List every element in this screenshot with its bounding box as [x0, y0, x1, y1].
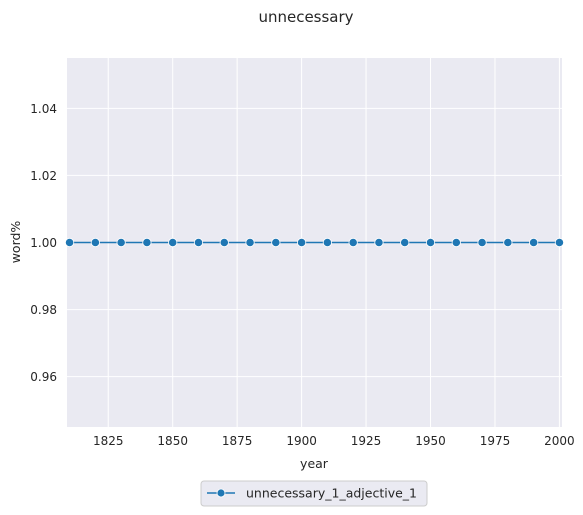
chart-title: unnecessary [258, 8, 353, 26]
data-point [142, 237, 152, 248]
x-tick-label: 1925 [351, 434, 382, 448]
data-point [168, 237, 178, 248]
data-point [451, 237, 461, 248]
y-axis-label: word% [8, 221, 23, 264]
data-point [322, 237, 332, 248]
x-tick-label: 1950 [415, 434, 446, 448]
data-point [425, 237, 436, 248]
legend-label-series-1: unnecessary_1_adjective_1 [246, 486, 417, 501]
y-tick-label: 1.00 [30, 236, 57, 250]
data-point [116, 237, 126, 248]
x-tick-label: 1875 [222, 434, 253, 448]
legend: unnecessary_1_adjective_1 [200, 480, 428, 507]
y-tick-label: 1.02 [30, 169, 57, 183]
data-point [297, 237, 307, 248]
x-tick-label: 1975 [480, 434, 511, 448]
x-tick-label: 1900 [286, 434, 317, 448]
x-axis-label: year [300, 456, 329, 471]
data-point [503, 237, 513, 248]
data-point [219, 237, 229, 248]
data-point [554, 237, 565, 248]
data-point [90, 237, 100, 248]
data-point [271, 237, 281, 248]
x-tick-labels: 1825 1850 1875 1900 1925 1950 1975 2000 [93, 434, 575, 448]
y-tick-labels: 0.96 0.98 1.00 1.02 1.04 [30, 102, 57, 384]
data-point [64, 237, 75, 248]
data-point [245, 237, 255, 248]
x-tick-label: 1850 [157, 434, 188, 448]
x-tick-label: 2000 [544, 434, 575, 448]
y-tick-label: 0.98 [30, 303, 57, 317]
y-tick-label: 1.04 [30, 102, 57, 116]
data-point [477, 237, 487, 248]
x-tick-label: 1825 [93, 434, 124, 448]
data-point [529, 237, 539, 248]
data-point [400, 237, 410, 248]
data-point [374, 237, 384, 248]
series-group [64, 237, 565, 248]
legend-marker-swatch [216, 488, 226, 498]
data-point [348, 237, 358, 248]
y-tick-label: 0.96 [30, 370, 57, 384]
legend-box [200, 480, 428, 507]
data-point [193, 237, 204, 248]
